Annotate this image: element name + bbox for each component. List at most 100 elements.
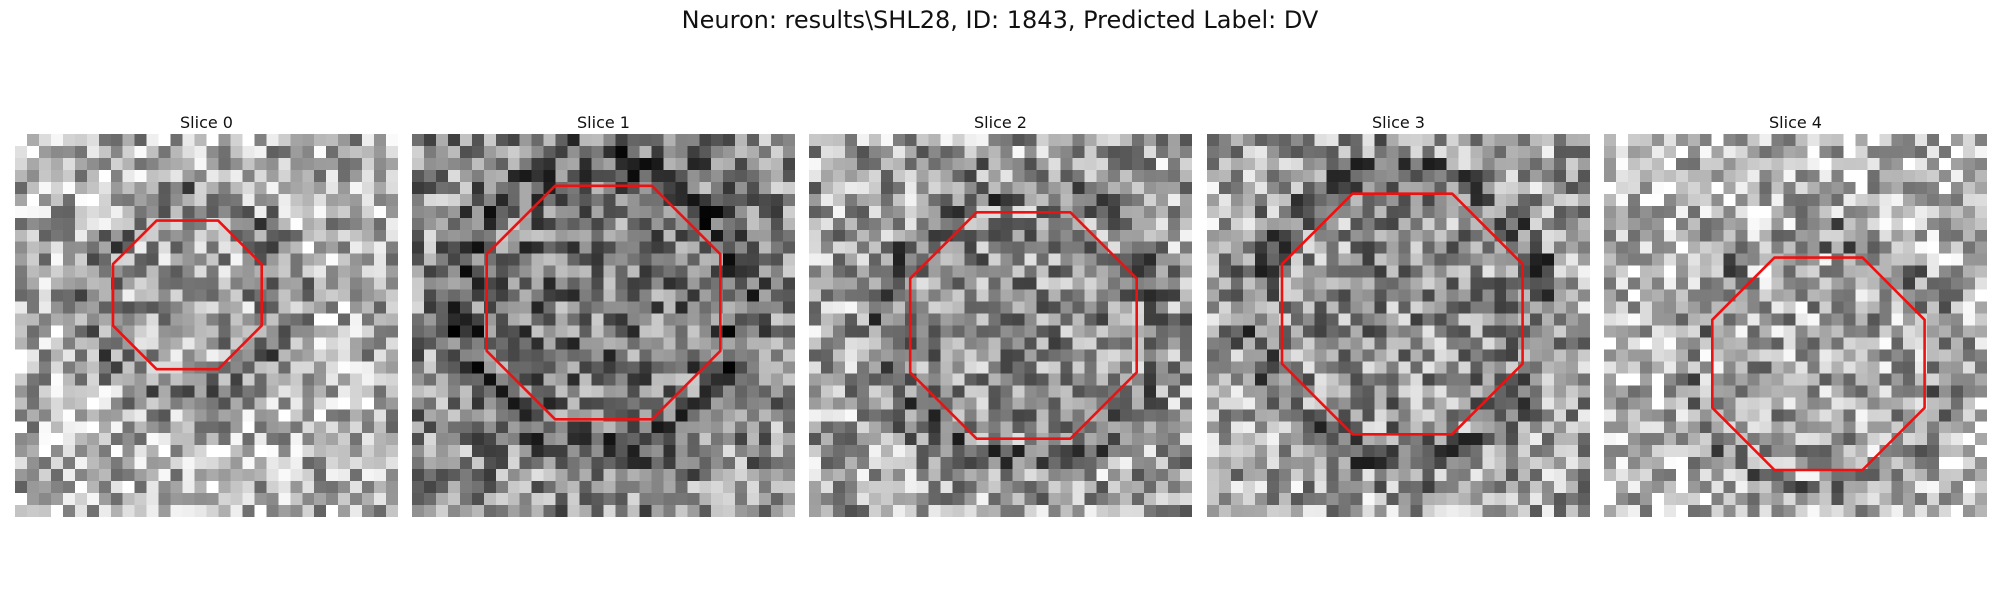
pixel bbox=[1482, 373, 1495, 386]
pixel bbox=[663, 241, 676, 255]
pixel bbox=[374, 313, 387, 326]
pixel bbox=[940, 421, 954, 434]
pixel bbox=[1060, 265, 1073, 279]
pixel bbox=[1819, 241, 1832, 255]
pixel bbox=[952, 457, 965, 470]
pixel bbox=[1422, 313, 1435, 326]
pixel bbox=[1879, 181, 1892, 195]
pixel bbox=[1168, 157, 1181, 171]
pixel bbox=[519, 313, 533, 326]
pixel bbox=[423, 157, 437, 171]
slice-panel-0: Slice 0 bbox=[15, 112, 398, 517]
pixel bbox=[1542, 457, 1555, 470]
pixel bbox=[1783, 253, 1796, 267]
pixel bbox=[771, 217, 784, 231]
pixel bbox=[1604, 157, 1617, 171]
pixel bbox=[904, 253, 918, 267]
pixel bbox=[783, 421, 795, 434]
pixel bbox=[1855, 325, 1868, 338]
pixel bbox=[1747, 193, 1760, 207]
pixel bbox=[1939, 265, 1952, 279]
pixel bbox=[1747, 385, 1760, 398]
pixel bbox=[711, 505, 724, 517]
pixel bbox=[1132, 397, 1145, 410]
pixel bbox=[675, 181, 688, 195]
pixel bbox=[134, 325, 148, 338]
pixel bbox=[1168, 457, 1181, 470]
pixel bbox=[374, 469, 387, 482]
pixel bbox=[1012, 313, 1025, 326]
pixel bbox=[880, 493, 894, 506]
pixel bbox=[74, 457, 88, 470]
pixel bbox=[747, 205, 760, 219]
pixel bbox=[1518, 385, 1531, 398]
pixel bbox=[350, 193, 363, 207]
pixel bbox=[495, 301, 509, 314]
pixel bbox=[1975, 373, 1987, 386]
pixel bbox=[759, 145, 772, 159]
pixel bbox=[230, 421, 243, 434]
pixel bbox=[1735, 145, 1749, 159]
pixel bbox=[856, 265, 870, 279]
pixel bbox=[964, 373, 977, 386]
pixel bbox=[1506, 325, 1519, 338]
pixel bbox=[1108, 457, 1121, 470]
pixel bbox=[1338, 433, 1352, 446]
pixel bbox=[868, 469, 882, 482]
pixel bbox=[1024, 181, 1037, 195]
pixel bbox=[1398, 134, 1411, 147]
pixel bbox=[1314, 301, 1328, 314]
pixel bbox=[1084, 469, 1097, 482]
pixel bbox=[182, 325, 195, 338]
pixel bbox=[988, 301, 1001, 314]
pixel bbox=[218, 373, 231, 386]
pixel bbox=[26, 313, 40, 326]
pixel bbox=[1506, 205, 1519, 219]
pixel bbox=[1831, 457, 1844, 470]
pixel bbox=[302, 361, 315, 374]
pixel bbox=[374, 289, 387, 302]
pixel bbox=[832, 409, 846, 422]
pixel bbox=[1000, 481, 1013, 494]
pixel bbox=[326, 134, 339, 147]
pixel bbox=[350, 241, 363, 255]
pixel bbox=[519, 277, 533, 290]
pixel bbox=[1604, 313, 1617, 326]
pixel bbox=[447, 229, 461, 243]
pixel bbox=[158, 481, 171, 494]
pixel bbox=[326, 397, 339, 410]
pixel bbox=[1494, 265, 1507, 279]
pixel bbox=[1458, 505, 1471, 517]
pixel bbox=[639, 397, 652, 410]
pixel bbox=[1048, 493, 1061, 506]
pixel bbox=[302, 325, 315, 338]
pixel bbox=[531, 181, 545, 195]
pixel bbox=[1156, 229, 1169, 243]
pixel bbox=[1218, 265, 1232, 279]
pixel bbox=[651, 469, 664, 482]
pixel bbox=[1530, 134, 1543, 147]
pixel bbox=[1096, 445, 1109, 458]
pixel bbox=[1410, 397, 1423, 410]
pixel bbox=[1566, 361, 1579, 374]
pixel bbox=[809, 193, 822, 207]
pixel bbox=[1771, 217, 1784, 231]
pixel bbox=[1422, 421, 1435, 434]
pixel bbox=[386, 193, 398, 207]
pixel bbox=[1207, 481, 1220, 494]
pixel bbox=[1699, 325, 1713, 338]
pixel bbox=[230, 409, 243, 422]
pixel bbox=[1951, 205, 1964, 219]
pixel bbox=[1759, 145, 1772, 159]
pixel bbox=[170, 229, 183, 243]
pixel bbox=[555, 325, 568, 338]
pixel bbox=[1470, 157, 1483, 171]
pixel bbox=[856, 217, 870, 231]
pixel bbox=[1168, 181, 1181, 195]
pixel bbox=[639, 169, 652, 183]
pixel bbox=[1326, 229, 1340, 243]
pixel bbox=[1434, 409, 1447, 422]
pixel bbox=[1000, 301, 1013, 314]
pixel bbox=[1663, 277, 1677, 290]
pixel bbox=[1024, 134, 1037, 147]
